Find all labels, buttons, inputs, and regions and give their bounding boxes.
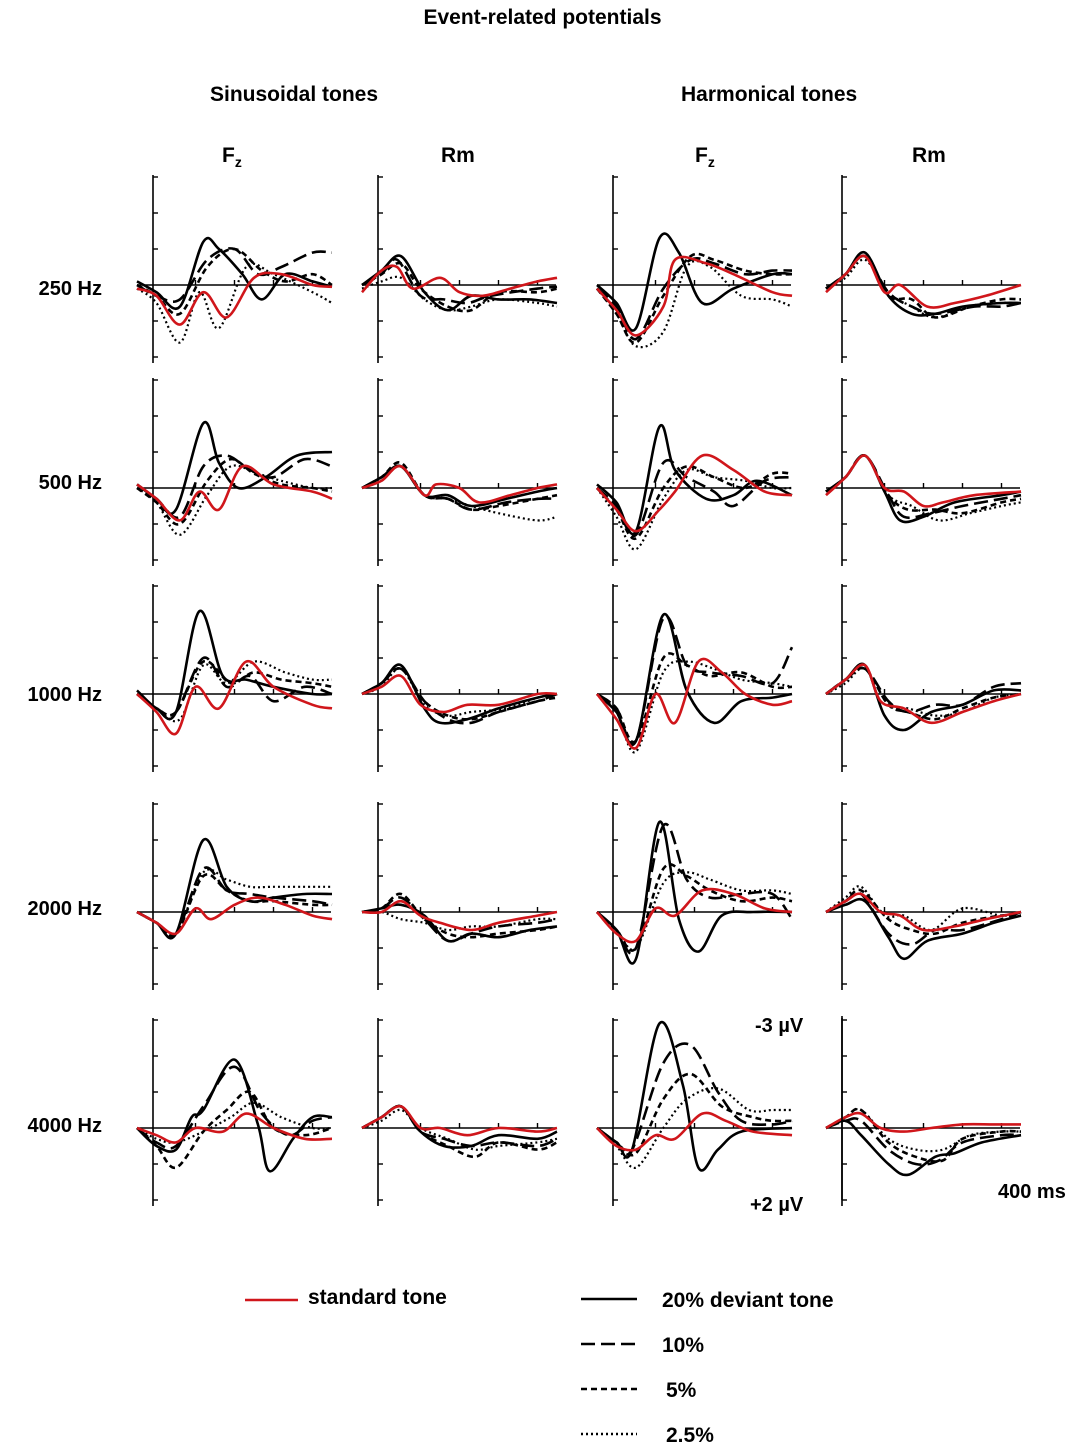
- series-line-deviant-10: [361, 896, 558, 943]
- legend-label-5: 5%: [666, 1379, 697, 1402]
- series-line-deviant-20: [596, 1020, 793, 1172]
- series-line-deviant-20: [136, 1058, 333, 1173]
- series-line-standard: [136, 1112, 333, 1144]
- electrode-sub: z: [234, 154, 242, 171]
- series-line-deviant-20: [361, 254, 558, 312]
- series-line-deviant-20: [596, 232, 793, 332]
- group-label-harmonical: Harmonical tones: [681, 83, 858, 106]
- series-line-standard: [825, 454, 1022, 508]
- series-line-deviant-2-5: [361, 1108, 558, 1151]
- series-line-deviant-10: [825, 1117, 1022, 1167]
- series-line-standard: [595, 657, 793, 750]
- series-line-deviant-20: [136, 236, 333, 310]
- series-line-deviant-5: [136, 457, 333, 526]
- series-line-deviant-20: [136, 837, 333, 940]
- series-line-deviant-2-5: [825, 258, 1022, 319]
- series-line-deviant-2-5: [136, 464, 333, 536]
- series-line-deviant-20: [596, 613, 793, 746]
- series-line-standard: [136, 896, 333, 936]
- series-line-deviant-20: [136, 609, 333, 721]
- legend-label-2-5: 2.5%: [666, 1424, 714, 1447]
- series-line-deviant-20: [596, 423, 793, 536]
- series-line-deviant-2-5: [361, 910, 558, 932]
- scale-time-label: 400 ms: [998, 1181, 1066, 1203]
- series-line-standard: [361, 899, 558, 932]
- electrode-main: F: [222, 144, 235, 167]
- series-line-standard: [596, 1111, 793, 1152]
- series-line-deviant-10: [596, 256, 793, 341]
- series-line-standard: [596, 887, 793, 944]
- series-line-deviant-20: [596, 820, 793, 965]
- electrode-label-rm-harmonical: Rm: [912, 144, 946, 167]
- series-line-deviant-5: [825, 1107, 1022, 1163]
- series-line-deviant-10: [596, 1042, 793, 1156]
- row-label-1000: 1000 Hz: [27, 684, 103, 706]
- electrode-label-rm-sinusoidal: Rm: [441, 144, 475, 167]
- figure-title: Event-related potentials: [423, 6, 662, 29]
- row-label-4000: 4000 Hz: [27, 1115, 103, 1137]
- series-line-standard: [596, 255, 793, 337]
- series-line-deviant-10: [136, 1065, 333, 1150]
- electrode-label-fz-sinusoidal: Fz: [222, 144, 242, 170]
- series-line-standard: [825, 1111, 1021, 1133]
- series-line-deviant-5: [595, 252, 793, 344]
- row-label-2000: 2000 Hz: [27, 898, 103, 920]
- series-line-deviant-10: [596, 459, 793, 538]
- legend-label-20: 20% deviant tone: [662, 1289, 834, 1312]
- scale-neg-label: -3 µV: [755, 1015, 804, 1037]
- series-line-deviant-2-5: [596, 468, 793, 551]
- series-line-deviant-10: [136, 866, 333, 938]
- series-line-deviant-5: [596, 1072, 793, 1157]
- series-line-deviant-5: [825, 254, 1022, 319]
- series-line-standard: [136, 271, 333, 326]
- series-line-standard: [361, 264, 558, 298]
- series-line-deviant-20: [825, 897, 1022, 961]
- series-line-deviant-5: [596, 863, 793, 952]
- series-line-deviant-10: [596, 822, 794, 955]
- series-line-standard: [596, 453, 793, 533]
- series-line-deviant-20: [361, 663, 558, 725]
- series-line-deviant-10: [596, 615, 794, 746]
- series-line-standard: [825, 254, 1022, 309]
- group-label-sinusoidal: Sinusoidal tones: [210, 83, 379, 106]
- series-line-standard: [136, 660, 333, 736]
- row-label-250: 250 Hz: [38, 278, 102, 300]
- series-line-deviant-5: [361, 1104, 558, 1159]
- series-line-standard: [361, 1104, 558, 1137]
- series-line-deviant-2-5: [825, 885, 1022, 932]
- legend-label-10: 10%: [662, 1334, 705, 1357]
- series-line-deviant-10: [136, 656, 333, 717]
- series-line-deviant-20: [136, 420, 333, 516]
- electrode-sub: z: [707, 154, 715, 171]
- series-line-standard: [136, 464, 333, 522]
- legend-label-standard: standard tone: [308, 1286, 447, 1309]
- series-line-standard: [361, 674, 558, 714]
- series-line-deviant-5: [361, 261, 558, 313]
- series-line-standard: [825, 892, 1022, 932]
- series-line-standard: [361, 464, 558, 504]
- series-line-deviant-2-5: [361, 275, 558, 312]
- electrode-main: F: [695, 144, 708, 167]
- electrode-label-fz-harmonical: Fz: [695, 144, 715, 170]
- series-line-deviant-20: [361, 464, 558, 508]
- series-line-deviant-20: [361, 903, 558, 943]
- series-line-standard: [825, 663, 1022, 725]
- scale-pos-label: +2 µV: [750, 1194, 804, 1216]
- series-line-deviant-2-5: [825, 667, 1022, 717]
- series-line-deviant-20: [825, 1119, 1022, 1177]
- row-label-500: 500 Hz: [38, 472, 102, 494]
